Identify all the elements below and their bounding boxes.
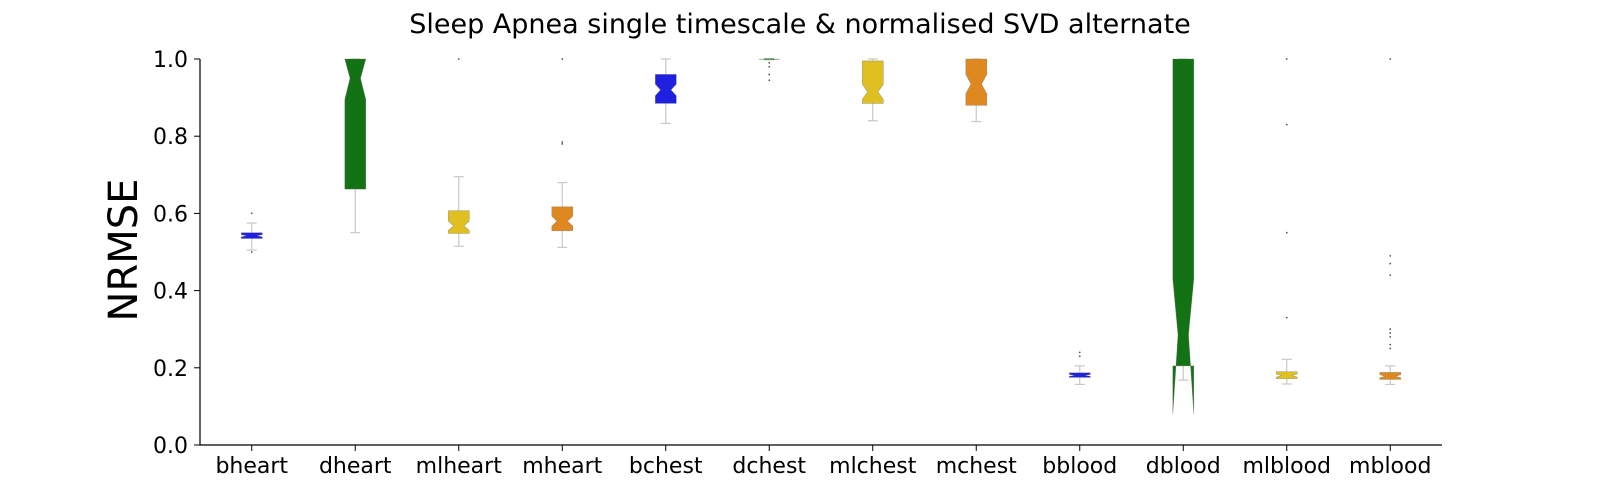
outlier-point [1285,231,1288,234]
y-tick-label: 0.4 [153,280,188,305]
box-body [551,206,574,232]
outlier-point [250,251,253,253]
x-tick-label: bheart [215,454,288,479]
outlier-point [561,58,564,60]
x-tick-label: mlchest [829,454,917,479]
y-axis-ticks: 0.0 0.2 0.4 0.6 0.8 1.0 [153,48,200,459]
box-body [447,210,470,234]
outlier-point [768,61,771,64]
outlier-point [1389,343,1392,346]
y-tick-label: 0.0 [153,434,188,459]
box-dblood [1172,58,1195,415]
outlier-point [1389,58,1392,60]
x-tick-label: dchest [732,454,806,479]
x-tick-label: bchest [629,454,703,479]
outlier-point [457,58,460,60]
box-bchest [654,58,677,125]
y-axis-label: NRMSE [101,179,147,322]
outlier-point [1285,316,1288,319]
x-tick-label: dheart [319,454,392,479]
box-bheart [241,212,263,253]
x-tick-label: bblood [1042,454,1117,479]
x-tick-label: mchest [936,454,1017,479]
outlier-point [1389,254,1392,257]
y-tick-label: 0.2 [153,357,188,382]
box-body [344,58,367,190]
outlier-point [561,141,564,143]
box-body [861,60,884,104]
outlier-point [1389,262,1392,265]
x-tick-label: mblood [1349,454,1431,479]
outlier-point [768,79,771,82]
outlier-point [1389,328,1392,331]
outlier-point [561,143,564,145]
outlier-point [1078,355,1081,358]
outlier-point [1389,274,1392,277]
x-axis-ticks: bheart dheart mlheart mheart bchest dchest mlc… [215,445,1431,479]
outlier-point [1285,58,1288,60]
y-tick-label: 0.6 [153,202,188,227]
box-mchest [965,58,988,123]
outlier-point [768,65,771,68]
x-tick-label: dblood [1146,454,1221,479]
outlier-point [1389,347,1392,350]
box-mlchest [861,58,884,122]
box-mlblood [1276,58,1298,385]
box-body [654,74,677,104]
x-tick-label: mlheart [416,454,503,479]
plot-area [241,58,1402,415]
x-tick-label: mlblood [1242,454,1331,479]
box-mblood [1379,58,1402,385]
box-mheart [551,58,574,248]
x-tick-label: mheart [522,454,602,479]
box-dchest [758,58,780,82]
outlier-point [1285,123,1288,126]
chart-title: Sleep Apnea single timescale & normalise… [409,9,1191,40]
y-tick-label: 1.0 [153,48,188,73]
outlier-point [1078,351,1081,354]
outlier-point [250,212,253,215]
y-tick-label: 0.8 [153,125,188,150]
outlier-point [1389,332,1392,334]
box-dheart [344,58,367,234]
box-body [965,58,988,106]
box-mlheart [447,58,470,247]
box-bblood [1069,351,1091,385]
outlier-point [768,73,771,76]
outlier-point [1389,336,1392,338]
box-body [1172,58,1195,415]
